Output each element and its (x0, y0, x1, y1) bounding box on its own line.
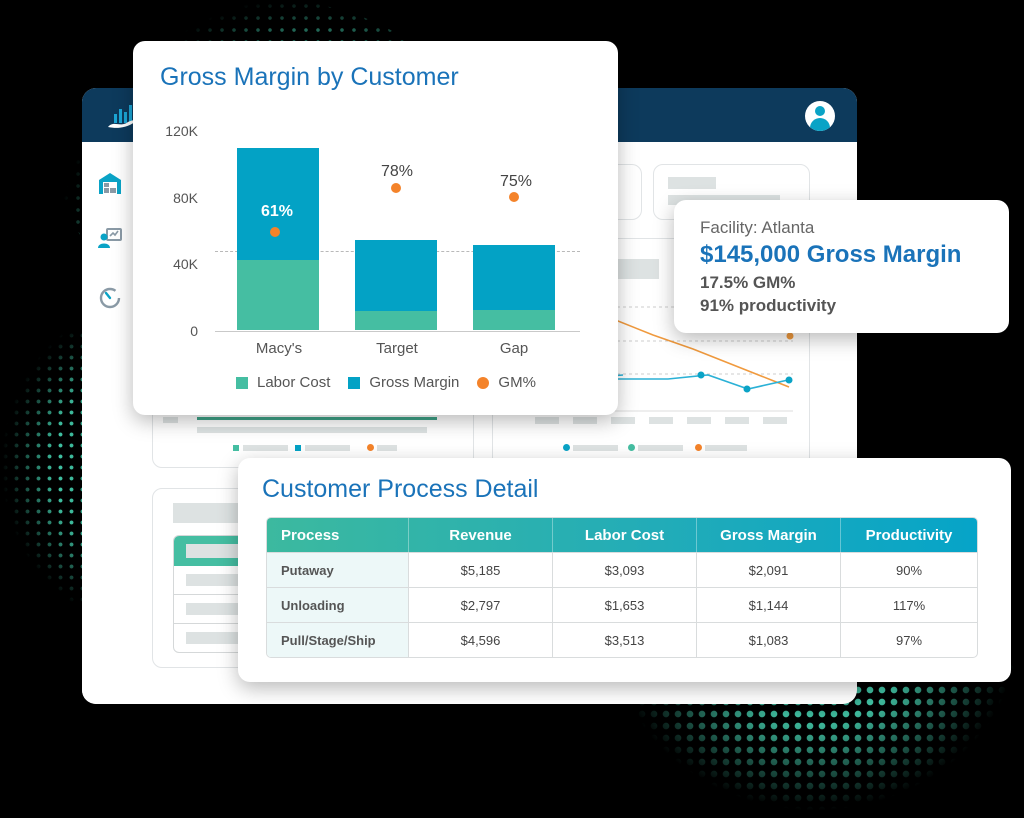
warehouse-icon[interactable] (97, 170, 123, 196)
bar-macys[interactable] (237, 148, 319, 330)
sidebar (82, 142, 138, 704)
table-row[interactable]: Unloading $2,797 $1,653 $1,144 117% (267, 587, 977, 622)
cell-labor-cost: $3,513 (553, 622, 697, 657)
gm-percent-label: 75% (499, 173, 533, 190)
legend-label: Labor Cost (257, 374, 331, 391)
legend-swatch-icon (236, 376, 248, 389)
facility-gross-margin: $145,000 Gross Margin (700, 241, 962, 268)
cell-productivity: 97% (841, 622, 977, 657)
bar-segment-gross-margin (237, 148, 319, 260)
cell-productivity: 117% (841, 587, 977, 622)
table-title: Customer Process Detail (262, 475, 539, 503)
legend-dot-icon (477, 376, 490, 389)
bar-segment-gross-margin (355, 240, 437, 311)
facility-gm-percent: 17.5% GM% (700, 273, 796, 292)
gm-percent-dot[interactable] (270, 227, 280, 237)
y-tick-label: 120K (165, 123, 198, 139)
facility-productivity: 91% productivity (700, 296, 837, 315)
chart-legend: Labor Cost Gross Margin GM% (236, 374, 554, 391)
cell-gross-margin: $1,144 (697, 587, 841, 622)
cell-process: Unloading (267, 587, 409, 622)
customer-process-detail-card: Customer Process Detail Process Revenue … (238, 458, 1011, 682)
cell-labor-cost: $3,093 (553, 552, 697, 587)
x-axis-label: Gap (499, 340, 529, 357)
table-row[interactable]: Putaway $5,185 $3,093 $2,091 90% (267, 552, 977, 587)
x-axis-label: Macy's (255, 340, 303, 357)
bar-segment-labor-cost (355, 311, 437, 330)
y-tick-label: 0 (190, 323, 198, 339)
x-axis-line (215, 331, 580, 332)
presentation-user-icon[interactable] (97, 226, 123, 252)
y-tick-label: 40K (173, 256, 198, 272)
cell-process: Putaway (267, 552, 409, 587)
cell-labor-cost: $1,653 (553, 587, 697, 622)
legend-swatch-icon (348, 376, 361, 389)
bar-segment-gross-margin (473, 245, 555, 310)
table-header-row: Process Revenue Labor Cost Gross Margin … (267, 518, 977, 552)
legend-labor-cost[interactable]: Labor Cost (236, 374, 330, 391)
column-header-revenue[interactable]: Revenue (409, 518, 553, 552)
cell-productivity: 90% (841, 552, 977, 587)
cell-revenue: $4,596 (409, 622, 553, 657)
legend-gm-percent[interactable]: GM% (477, 374, 536, 391)
bar-segment-labor-cost (237, 260, 319, 330)
y-tick-label: 80K (173, 190, 198, 206)
facility-summary-card: Facility: Atlanta $145,000 Gross Margin … (674, 200, 1009, 333)
gm-percent-dot[interactable] (391, 183, 401, 193)
gm-percent-label: 78% (380, 163, 414, 180)
gm-percent-dot[interactable] (509, 192, 519, 202)
process-table: Process Revenue Labor Cost Gross Margin … (266, 517, 978, 658)
bar-segment-labor-cost (473, 310, 555, 330)
bar-gap[interactable] (473, 245, 555, 330)
legend-label: Gross Margin (369, 374, 460, 391)
column-header-productivity[interactable]: Productivity (865, 526, 953, 544)
cell-gross-margin: $2,091 (697, 552, 841, 587)
timer-icon[interactable] (97, 284, 123, 310)
facility-label: Facility: Atlanta (700, 218, 815, 237)
legend-gross-margin[interactable]: Gross Margin (348, 374, 459, 391)
cell-process: Pull/Stage/Ship (267, 622, 409, 657)
user-avatar-icon[interactable] (805, 101, 835, 131)
column-header-process[interactable]: Process (267, 518, 409, 552)
x-axis-label: Target (376, 340, 418, 357)
app-logo-icon[interactable] (104, 100, 138, 130)
gross-margin-by-customer-card: Gross Margin by Customer 120K 80K 40K 0 … (133, 41, 618, 415)
table-row[interactable]: Pull/Stage/Ship $4,596 $3,513 $1,083 97% (267, 622, 977, 657)
cell-revenue: $5,185 (409, 552, 553, 587)
cell-revenue: $2,797 (409, 587, 553, 622)
cell-gross-margin: $1,083 (697, 622, 841, 657)
column-header-labor-cost[interactable]: Labor Cost (553, 518, 697, 552)
column-header-gross-margin[interactable]: Gross Margin (697, 518, 841, 552)
legend-label: GM% (498, 374, 536, 391)
bar-target[interactable] (355, 240, 437, 330)
gm-percent-label: 61% (260, 203, 294, 220)
chart-title: Gross Margin by Customer (160, 63, 459, 91)
